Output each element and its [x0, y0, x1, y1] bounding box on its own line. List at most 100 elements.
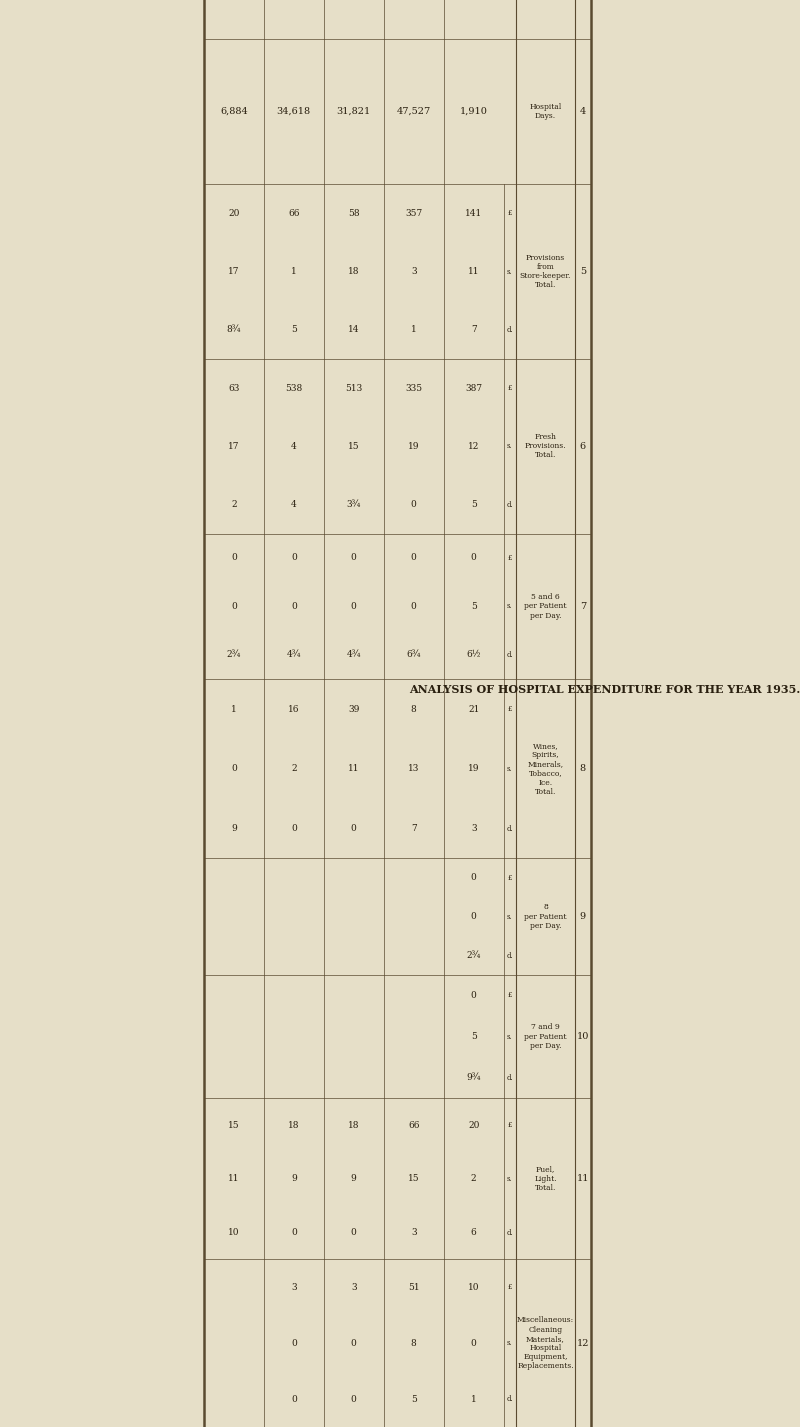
Text: 7: 7 — [411, 823, 417, 833]
Text: £: £ — [508, 210, 512, 217]
Text: 2¾: 2¾ — [466, 950, 481, 960]
Text: s.: s. — [507, 765, 513, 773]
Text: 11: 11 — [468, 267, 479, 275]
Text: 13: 13 — [408, 765, 419, 773]
Text: 0: 0 — [471, 554, 477, 562]
Text: Fuel,
Light.
Total.: Fuel, Light. Total. — [534, 1166, 557, 1192]
Text: 8¾: 8¾ — [226, 325, 241, 334]
Text: 0: 0 — [231, 765, 237, 773]
Text: 5: 5 — [470, 499, 477, 509]
Text: 3¾: 3¾ — [346, 499, 361, 509]
Text: 0: 0 — [351, 1339, 357, 1349]
Text: 10: 10 — [577, 1032, 589, 1042]
Text: Fresh
Provisions.
Total.: Fresh Provisions. Total. — [525, 434, 566, 459]
Text: 0: 0 — [351, 823, 357, 833]
Text: £: £ — [508, 873, 512, 882]
Text: s.: s. — [507, 1174, 513, 1183]
Text: d.: d. — [506, 501, 514, 508]
Text: s.: s. — [507, 1340, 513, 1347]
Text: 39: 39 — [348, 705, 359, 714]
Text: 66: 66 — [408, 1120, 419, 1130]
Text: 51: 51 — [408, 1283, 419, 1291]
Text: Provisions
from
Store-keeper.
Total.: Provisions from Store-keeper. Total. — [520, 254, 571, 290]
Text: 17: 17 — [228, 442, 239, 451]
Text: 0: 0 — [471, 873, 477, 882]
Text: 58: 58 — [348, 208, 359, 218]
Text: s.: s. — [507, 268, 513, 275]
Text: s.: s. — [507, 442, 513, 451]
Text: 5 and 6
per Patient
per Day.: 5 and 6 per Patient per Day. — [524, 594, 566, 619]
Text: 9: 9 — [231, 823, 237, 833]
Text: 11: 11 — [348, 765, 359, 773]
Text: 9¾: 9¾ — [466, 1073, 481, 1082]
Text: 10: 10 — [468, 1283, 479, 1291]
Text: 0: 0 — [351, 1396, 357, 1404]
Text: 9: 9 — [291, 1174, 297, 1183]
Text: 0: 0 — [351, 602, 357, 611]
Text: 14: 14 — [348, 325, 359, 334]
Text: 3: 3 — [411, 267, 417, 275]
Text: 7: 7 — [471, 325, 477, 334]
Text: 0: 0 — [351, 554, 357, 562]
Text: Hospital
Days.: Hospital Days. — [530, 103, 562, 120]
Text: 8
per Patient
per Day.: 8 per Patient per Day. — [524, 903, 566, 930]
Text: 0: 0 — [471, 912, 477, 922]
Text: 5: 5 — [410, 1396, 417, 1404]
Text: 34,618: 34,618 — [277, 107, 311, 116]
Text: 16: 16 — [288, 705, 299, 714]
Text: £: £ — [508, 992, 512, 999]
Text: 538: 538 — [285, 384, 302, 392]
Text: 3: 3 — [471, 823, 477, 833]
Text: 141: 141 — [465, 208, 482, 218]
Text: 0: 0 — [291, 602, 297, 611]
Text: s.: s. — [507, 1033, 513, 1040]
Text: 7: 7 — [580, 602, 586, 611]
Text: £: £ — [508, 554, 512, 562]
Text: d.: d. — [506, 1073, 514, 1082]
Text: 0: 0 — [231, 554, 237, 562]
Text: 2: 2 — [471, 1174, 477, 1183]
Text: 7 and 9
per Patient
per Day.: 7 and 9 per Patient per Day. — [524, 1023, 566, 1050]
Text: 0: 0 — [411, 499, 417, 509]
Text: d.: d. — [506, 952, 514, 959]
Text: 4: 4 — [580, 107, 586, 116]
Text: 4: 4 — [291, 442, 297, 451]
Text: 11: 11 — [577, 1174, 589, 1183]
Text: 0: 0 — [291, 1396, 297, 1404]
Text: 31,821: 31,821 — [337, 107, 371, 116]
Text: 6: 6 — [580, 442, 586, 451]
Text: 357: 357 — [405, 208, 422, 218]
Text: ANALYSIS OF HOSPITAL EXPENDITURE FOR THE YEAR 1935.: ANALYSIS OF HOSPITAL EXPENDITURE FOR THE… — [409, 684, 800, 695]
Text: s.: s. — [507, 602, 513, 611]
Text: 0: 0 — [231, 602, 237, 611]
Text: 1: 1 — [471, 1396, 477, 1404]
Text: Wines,
Spirits,
Minerals,
Tobacco,
Ice.
Total.: Wines, Spirits, Minerals, Tobacco, Ice. … — [527, 742, 563, 796]
Text: 8: 8 — [411, 1339, 417, 1349]
Text: d.: d. — [506, 1229, 514, 1237]
Text: 15: 15 — [408, 1174, 419, 1183]
Text: 3: 3 — [411, 1229, 417, 1237]
Text: 0: 0 — [471, 1339, 477, 1349]
Text: 4¾: 4¾ — [286, 651, 301, 659]
Text: d.: d. — [506, 325, 514, 334]
Text: 20: 20 — [468, 1120, 479, 1130]
Text: 6¾: 6¾ — [406, 651, 421, 659]
Text: £: £ — [508, 384, 512, 392]
Text: 8: 8 — [580, 765, 586, 773]
Text: 15: 15 — [348, 442, 359, 451]
Text: d.: d. — [506, 1396, 514, 1403]
Text: 5: 5 — [470, 1032, 477, 1042]
Text: 12: 12 — [577, 1339, 589, 1349]
Text: £: £ — [508, 1122, 512, 1129]
Text: 2: 2 — [231, 499, 237, 509]
Text: 3: 3 — [291, 1283, 297, 1291]
Text: 19: 19 — [468, 765, 479, 773]
Text: 20: 20 — [228, 208, 239, 218]
Text: 6,884: 6,884 — [220, 107, 248, 116]
Text: 11: 11 — [228, 1174, 239, 1183]
Text: 0: 0 — [351, 1229, 357, 1237]
Text: 17: 17 — [228, 267, 239, 275]
Text: 15: 15 — [228, 1120, 239, 1130]
Text: 3: 3 — [351, 1283, 357, 1291]
Text: 335: 335 — [405, 384, 422, 392]
